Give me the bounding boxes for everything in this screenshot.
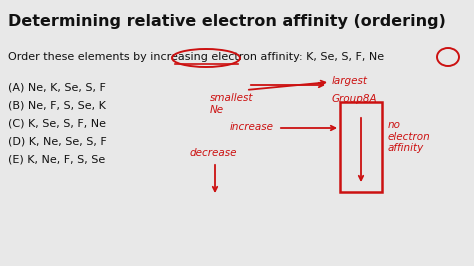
Text: Determining relative electron affinity (ordering): Determining relative electron affinity (…	[8, 14, 446, 29]
Text: decrease: decrease	[190, 148, 237, 158]
Text: Order these elements by increasing electron affinity: K, Se, S, F, Ne: Order these elements by increasing elect…	[8, 52, 384, 62]
Text: (A) Ne, K, Se, S, F: (A) Ne, K, Se, S, F	[8, 82, 106, 92]
Text: Group8A: Group8A	[332, 94, 378, 104]
Text: largest: largest	[332, 76, 368, 86]
Text: (C) K, Se, S, F, Ne: (C) K, Se, S, F, Ne	[8, 118, 106, 128]
Text: smallest
Ne: smallest Ne	[210, 93, 254, 115]
Text: (E) K, Ne, F, S, Se: (E) K, Ne, F, S, Se	[8, 154, 105, 164]
Text: (B) Ne, F, S, Se, K: (B) Ne, F, S, Se, K	[8, 100, 106, 110]
Text: no
electron
affinity: no electron affinity	[388, 120, 431, 153]
Text: increase: increase	[230, 122, 274, 132]
Text: (D) K, Ne, Se, S, F: (D) K, Ne, Se, S, F	[8, 136, 107, 146]
Bar	[340, 102, 382, 192]
